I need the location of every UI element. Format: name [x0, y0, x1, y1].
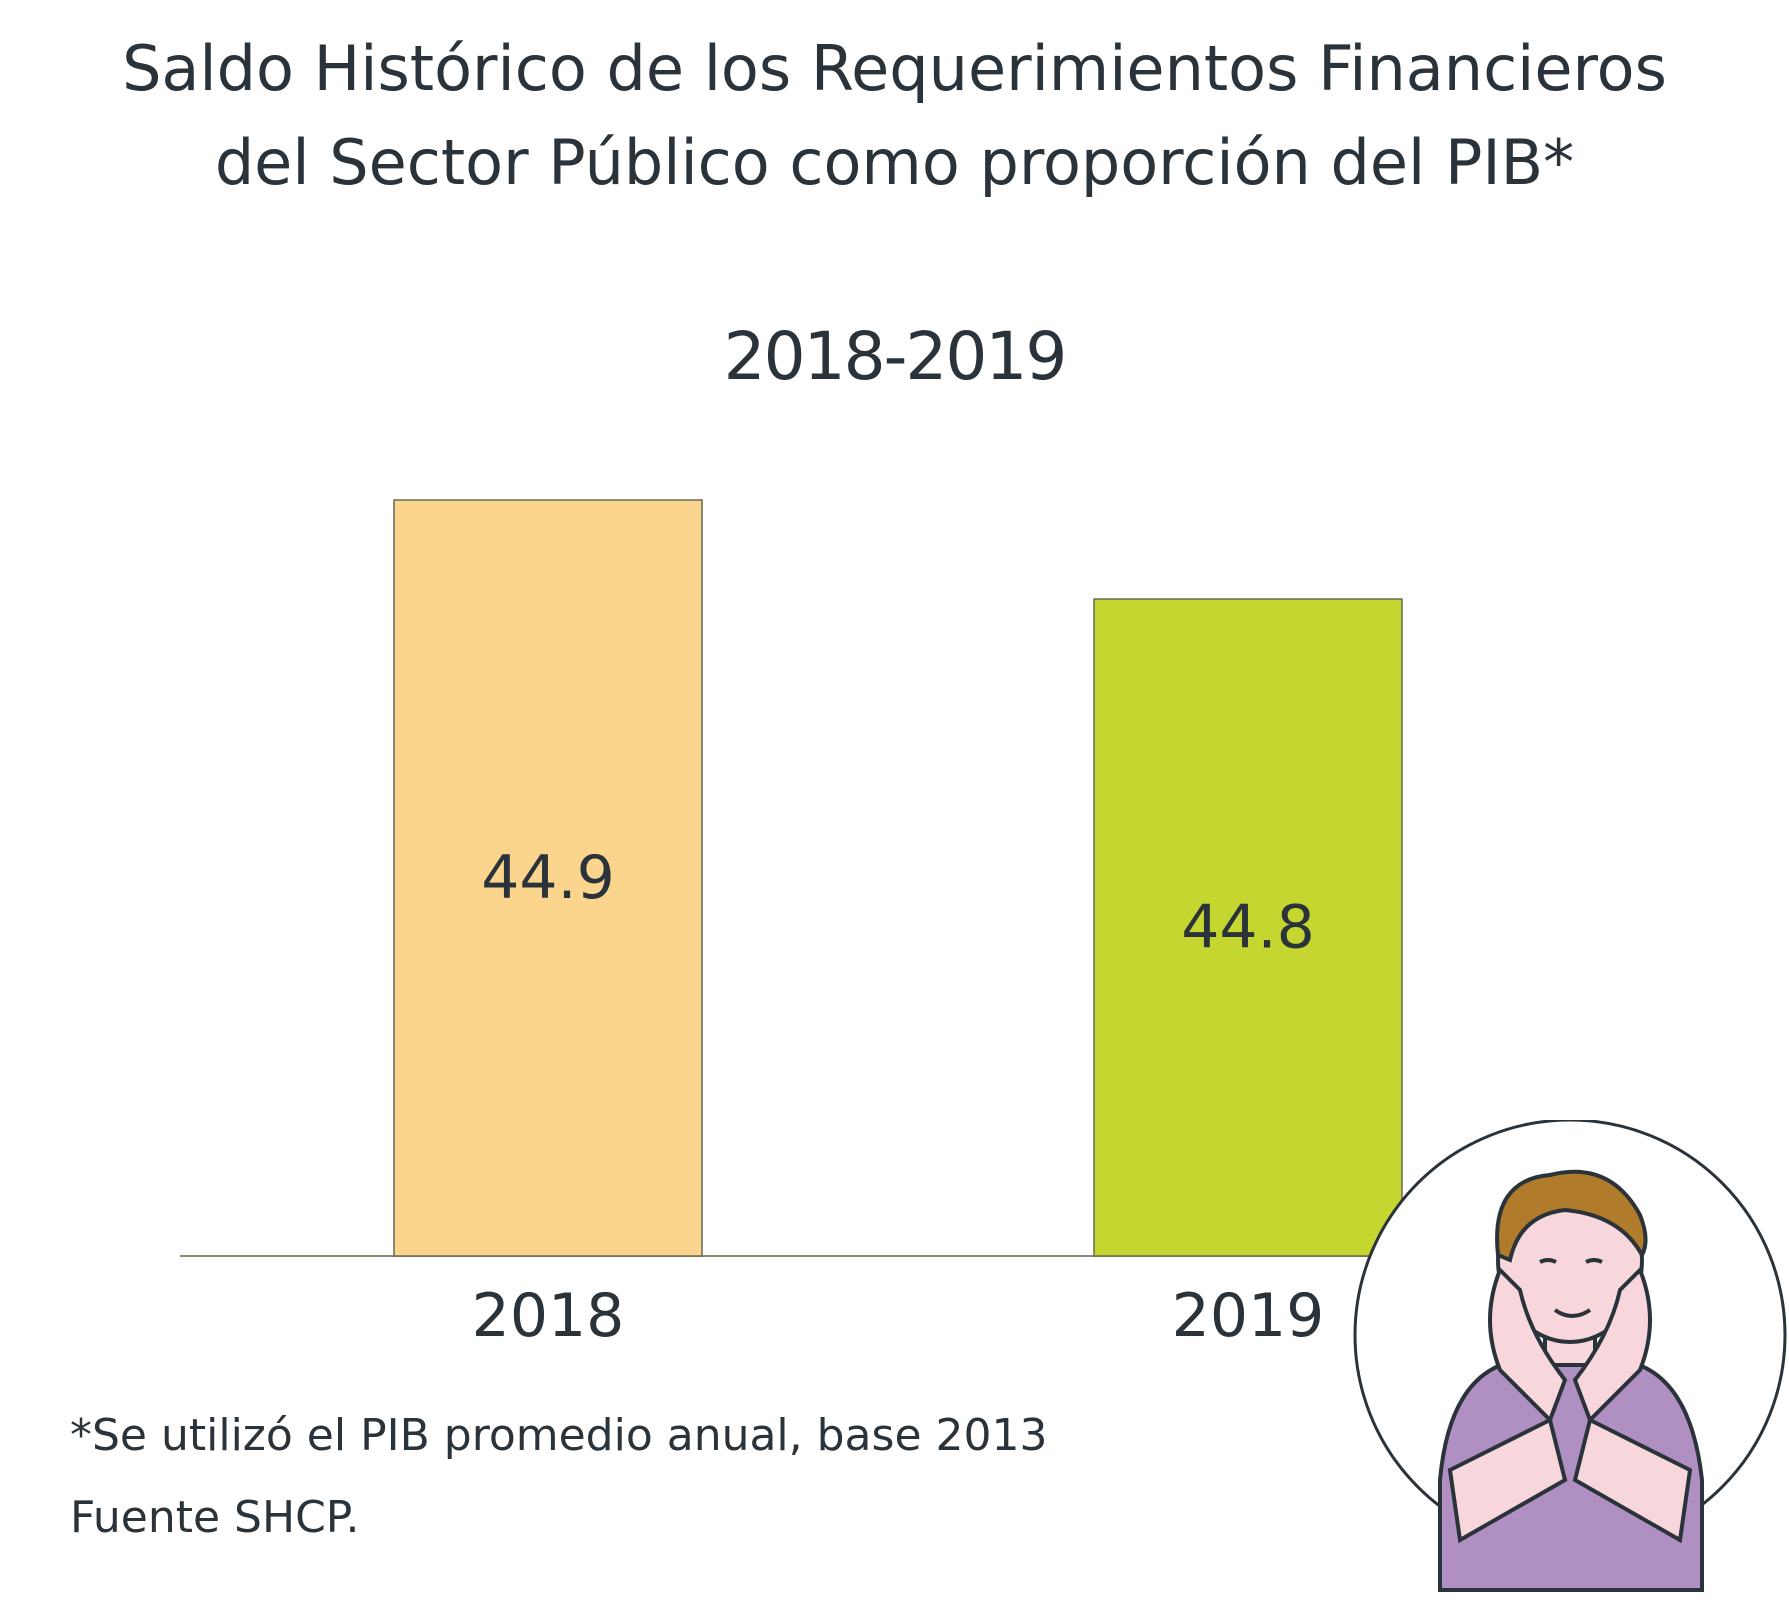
footnote-source: Fuente SHCP.: [70, 1492, 360, 1543]
data-label-2019: 44.8: [1181, 893, 1315, 963]
left-hand: [1488, 1266, 1568, 1424]
mouth: [1553, 1308, 1592, 1318]
hair-shape: [1495, 1169, 1648, 1263]
right-eye: [1585, 1258, 1603, 1264]
bar-2018: [393, 499, 703, 1257]
footnote-note: *Se utilizó el PIB promedio anual, base …: [70, 1410, 1048, 1461]
bar-chart: 44.9 2018 44.8 2019: [180, 499, 1470, 1351]
bar-2019: [1093, 598, 1403, 1257]
right-hand: [1572, 1266, 1652, 1424]
right-arm: [1572, 1417, 1693, 1544]
chart-title: Saldo Histórico de los Requerimientos Fi…: [0, 22, 1789, 210]
left-arm: [1447, 1417, 1568, 1544]
left-eye: [1539, 1258, 1557, 1264]
person-resting-face-on-hands-illustration: [1353, 1120, 1787, 1592]
data-label-2018: 44.9: [481, 843, 615, 913]
x-tick-label-2019: 2019: [1172, 1281, 1325, 1351]
chart-title-line-2: del Sector Público como proporción del P…: [214, 126, 1575, 200]
chart-title-line-1: Saldo Histórico de los Requerimientos Fi…: [122, 32, 1667, 105]
chart-subtitle: 2018-2019: [723, 318, 1068, 395]
x-tick-label-2018: 2018: [472, 1281, 625, 1351]
